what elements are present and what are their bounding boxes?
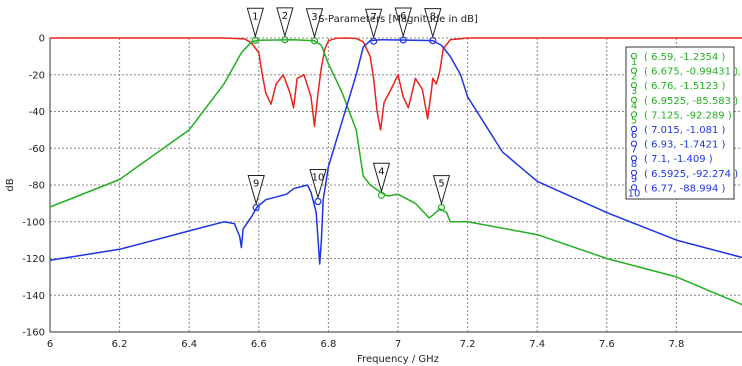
y-tick-label: -140	[22, 291, 45, 302]
legend-marker-icon	[630, 82, 638, 89]
marker-flag-4	[372, 162, 391, 194]
series-line-green	[49, 39, 742, 306]
legend-entry-id: 4	[631, 101, 637, 112]
x-tick-label: 7.4	[529, 339, 545, 350]
legend-entry-id: 10	[628, 188, 641, 199]
legend-entry-id: 7	[631, 145, 637, 156]
y-tick-label: -20	[29, 70, 45, 81]
x-tick-label: 7.6	[599, 339, 615, 350]
marker-label-1: 1	[252, 11, 258, 22]
marker-label-2: 2	[282, 11, 288, 22]
marker-label-5: 5	[438, 179, 444, 190]
legend-entry-id: 9	[631, 174, 637, 185]
marker-flag-6	[394, 7, 412, 38]
legend-entry-text: ( 6.93, -1.7421 )	[644, 140, 725, 151]
legend-box	[625, 46, 735, 200]
x-axis-label: Frequency / GHz	[357, 354, 439, 365]
marker-flag-10	[309, 169, 327, 200]
legend-entry-text: ( 6.59, -1.2354 )	[644, 52, 725, 63]
marker-layer: 1 2 3 4 5 6 7 8 9 10	[246, 7, 451, 212]
x-tick-label: 7	[395, 339, 401, 350]
series-layer	[49, 37, 742, 306]
y-tick-label: -60	[29, 144, 45, 155]
marker-flag-1	[246, 7, 264, 39]
legend-entry-text: ( 6.5925, -92.274 )	[644, 169, 738, 180]
x-tick-label: 6	[47, 339, 53, 350]
legend-entry-text: ( 6.76, -1.5123 )	[644, 81, 725, 92]
legend-entry-text: ( 7.125, -92.289 )	[644, 110, 732, 121]
legend-entry-text: ( 6.9525, -85.583 )	[644, 96, 738, 107]
legend-entry-id: 3	[631, 86, 637, 97]
legend-marker-icon	[630, 111, 638, 118]
legend-marker-icon	[630, 184, 638, 191]
legend-entry-id: 6	[631, 130, 637, 141]
y-axis-label: dB	[5, 178, 16, 191]
x-tick-label: 6.2	[112, 339, 128, 350]
legend-entry-id: 2	[631, 72, 637, 83]
legend-entry-text: ( 7.015, -1.081 )	[644, 125, 725, 136]
legend-entry-id: 8	[631, 159, 637, 170]
marker-label-6: 6	[400, 11, 406, 22]
legend-marker-icon	[630, 140, 638, 147]
x-tick-label: 6.4	[181, 339, 197, 350]
marker-label-4: 4	[378, 166, 384, 177]
axes: 6 6.2 6.4 6.6 6.8 7 7.2 7.4 7.6 7.8 0 -20 -40 -60 -80 -…	[22, 34, 742, 350]
legend-marker-icon	[630, 52, 638, 60]
y-tick-label: -100	[22, 217, 45, 228]
marker-label-3: 3	[311, 12, 317, 23]
legend-entry-id: 5	[631, 115, 637, 126]
legend-marker-icon	[630, 169, 638, 176]
marker-label-8: 8	[430, 12, 436, 23]
marker-flag-3	[305, 8, 324, 39]
x-tick-label: 6.6	[251, 339, 267, 350]
legend-entry-text: ( 6.77, -88.994 )	[644, 183, 725, 194]
legend-marker-icon	[630, 125, 638, 133]
x-tick-label: 7.2	[460, 339, 476, 350]
y-tick-label: -120	[22, 254, 45, 265]
series-line-blue	[49, 39, 742, 265]
y-tick-label: -160	[22, 328, 45, 339]
marker-flag-2	[276, 7, 294, 38]
y-tick-label: -40	[29, 107, 45, 118]
series-line-red	[50, 37, 742, 131]
x-tick-label: 6.8	[320, 339, 336, 350]
y-tick-label: 0	[39, 34, 45, 45]
legend-marker-icon	[630, 96, 638, 103]
marker-flag-8	[424, 8, 442, 39]
y-tick-label: -80	[29, 181, 45, 192]
marker-label-10: 10	[312, 173, 325, 184]
legend-entry-id: 1	[631, 57, 637, 68]
legend-entry-text: ( 6.675, -0.99431 )	[644, 67, 738, 78]
marker-flag-5	[432, 175, 451, 206]
marker-legend: 1 ( 6.59, -1.2354 ) 2 ( 6.675, -0.99431 ) 3 (…	[625, 46, 738, 200]
legend-marker-icon	[630, 155, 638, 162]
marker-flag-9	[247, 175, 265, 206]
chart-title: S-Parameters [Magnitude in dB]	[318, 14, 478, 25]
x-tick-label: 7.8	[668, 339, 684, 350]
legend-marker-icon	[630, 67, 638, 74]
marker-flag-7	[364, 8, 383, 40]
legend-entry-text: ( 7.1, -1.409 )	[644, 154, 713, 165]
marker-label-7: 7	[370, 12, 376, 23]
marker-label-9: 9	[253, 179, 259, 190]
